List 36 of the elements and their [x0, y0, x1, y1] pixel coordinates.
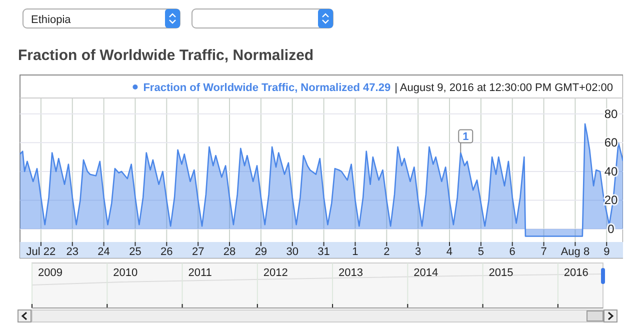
x-tick-label: 25 — [129, 246, 142, 258]
x-tick-label: 24 — [98, 246, 110, 258]
y-tick-label: 0 — [608, 222, 615, 236]
text: 47.29 — [363, 82, 391, 94]
text: 2016 — [564, 267, 588, 279]
x-tick-label: 6 — [509, 246, 516, 258]
x-tick-label: 4 — [446, 246, 453, 258]
x-tick-label: 29 — [254, 246, 268, 258]
y-tick-label: 80 — [604, 106, 618, 121]
y-tick-label: 60 — [604, 136, 618, 150]
chart-title: Fraction of Worldwide Traffic, Normalized — [18, 47, 314, 64]
x-tick-label: 26 — [160, 246, 173, 258]
x-tick-label: 23 — [66, 246, 79, 258]
x-tick-label: 28 — [223, 246, 236, 258]
x-tick-label: Jul 22 — [26, 246, 56, 258]
x-tick-label: 31 — [318, 246, 330, 258]
x-tick-label: 7 — [540, 246, 547, 258]
x-tick-label: Aug 8 — [560, 246, 590, 258]
x-tick-label: 30 — [286, 246, 298, 258]
country-dropdown: Ethiopia — [22, 8, 180, 28]
text: 2014 — [414, 267, 438, 279]
text: | August 9, 2016 at 12:30:00 PM GMT+02:00 — [394, 82, 613, 94]
x-tick-label: 9 — [604, 246, 610, 258]
text: 2015 — [488, 267, 514, 279]
text: 2012 — [263, 267, 288, 279]
text: 2009 — [38, 267, 62, 279]
text: 2010 — [113, 267, 138, 279]
legend-label: Fraction of Worldwide Traffic, Normalized — [143, 82, 360, 94]
x-tick-label: 1 — [352, 246, 358, 258]
x-tick-label: 27 — [192, 246, 204, 258]
text: 2011 — [188, 267, 212, 279]
annotation: 1 — [462, 131, 469, 144]
x-tick-label: 2 — [384, 246, 390, 258]
x-tick-label: 3 — [415, 246, 422, 258]
x-tick-label: 5 — [478, 246, 484, 258]
text: 2013 — [338, 267, 364, 279]
